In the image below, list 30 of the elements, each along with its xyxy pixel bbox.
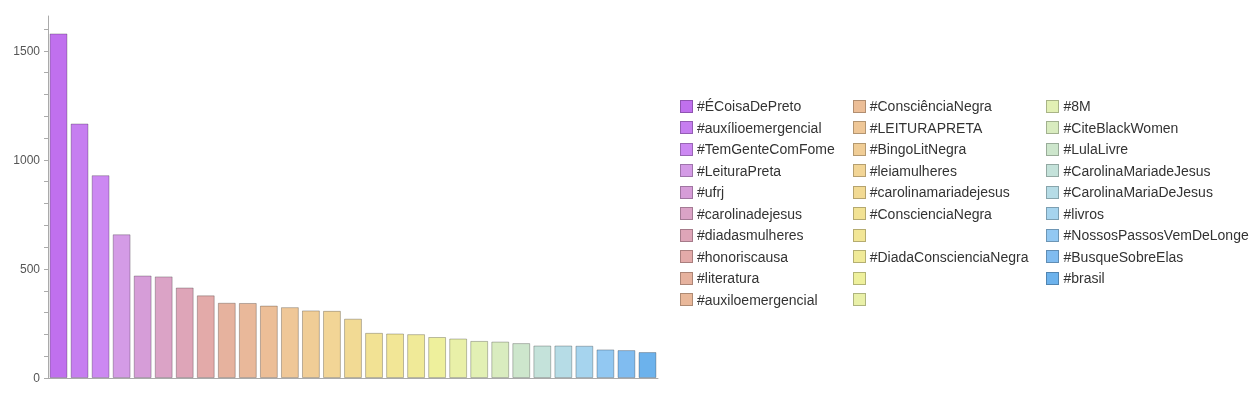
legend-label: #livros [1063, 205, 1104, 222]
legend-label: #ConscienciaNegra [869, 205, 992, 222]
legend-label: #LEITURAPRETA [869, 119, 983, 136]
legend-label: #brasil [1063, 270, 1105, 287]
legend-label: #ufrj [697, 184, 725, 201]
legend-label: #BingoLitNegra [869, 141, 967, 158]
y-tick-label: 0 [33, 371, 41, 385]
legend-label: #LeituraPreta [697, 162, 782, 179]
legend-label: #CarolinaMariaDeJesus [1063, 184, 1213, 201]
legend-label: #CiteBlackWomen [1063, 119, 1179, 136]
legend-label: #literatura [697, 270, 760, 287]
legend-label: #auxiloemergencial [697, 291, 818, 308]
legend-label: #leiamulheres [869, 162, 957, 179]
legend-label: #DiadaConscienciaNegra [869, 248, 1029, 265]
legend-label: #TemGenteComFome [697, 141, 835, 158]
legend-label: #ConsciênciaNegra [869, 98, 992, 115]
legend-label: #8M [1063, 98, 1091, 115]
y-tick-label: 1000 [13, 152, 41, 167]
legend-label: #diadasmulheres [697, 227, 804, 244]
legend-label: #LulaLivre [1063, 141, 1129, 158]
legend-label: #carolinamariadejesus [869, 184, 1010, 201]
legend-label: #carolinadejesus [697, 205, 803, 222]
legend-label: #auxílioemergencial [697, 119, 822, 136]
legend-label: #ÉCoisaDePreto [697, 98, 802, 115]
legend-label: #BusqueSobreElas [1063, 248, 1184, 265]
legend-label: #CarolinaMariadeJesus [1063, 162, 1211, 179]
y-tick-label: 1500 [13, 43, 41, 58]
y-tick-label: 500 [19, 261, 41, 276]
legend-label: #honoriscausa [697, 248, 789, 265]
legend-label: #NossosPassosVemDeLonge [1063, 227, 1249, 244]
